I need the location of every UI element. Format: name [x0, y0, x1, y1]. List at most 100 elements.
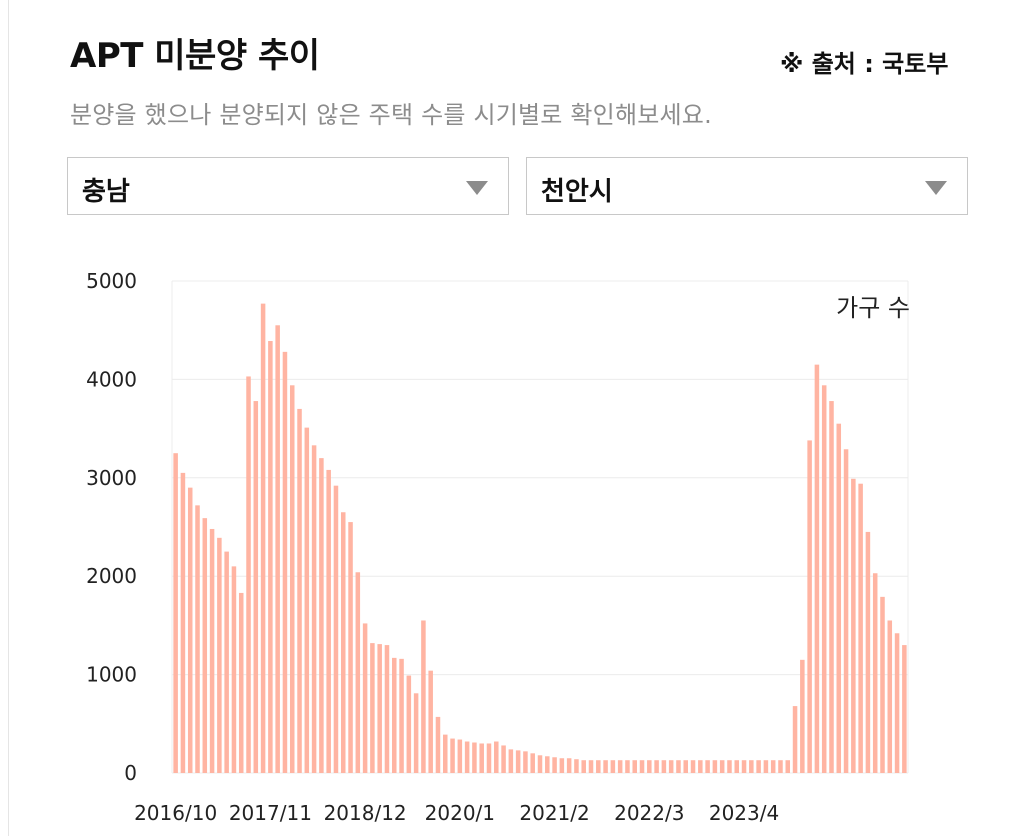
chart-bar	[661, 760, 667, 773]
chart-bar	[647, 760, 652, 773]
chart-bar	[705, 760, 710, 773]
chart-bar	[639, 760, 645, 773]
x-tick-label: 2016/10	[134, 801, 217, 825]
x-tick-label: 2018/12	[324, 801, 407, 825]
chart-bar	[632, 760, 637, 773]
page-title: APT 미분양 추이	[70, 36, 320, 76]
region-select[interactable]: 충남	[67, 157, 509, 215]
chart-bar	[821, 385, 827, 773]
chart-bar	[836, 423, 842, 773]
y-unit-label: 가구 수	[836, 294, 910, 322]
chart-bar	[887, 620, 893, 773]
chart-bar	[304, 427, 310, 773]
chart-bar	[238, 592, 244, 773]
chart-bar	[603, 760, 608, 773]
chart-bar	[829, 401, 834, 773]
data-source-note: ※ 출처 : 국토부	[780, 50, 949, 78]
chart-bar	[596, 760, 601, 773]
chart-bar	[858, 483, 863, 773]
chart-bar	[792, 706, 798, 773]
chart-bar	[581, 760, 586, 773]
chart-bar	[566, 758, 572, 773]
region-select-value: 충남	[82, 177, 130, 207]
chart-bar	[187, 487, 193, 773]
chart-bar	[413, 693, 419, 773]
chart-bar	[654, 760, 659, 773]
city-select-value: 천안시	[541, 177, 613, 207]
caret-down-icon	[466, 181, 488, 195]
chart-bar	[209, 528, 215, 773]
chart-bar	[617, 760, 623, 773]
chart-bar	[333, 485, 339, 773]
chart-bar	[537, 755, 543, 773]
chart-bar	[530, 753, 535, 773]
city-select[interactable]: 천안시	[526, 157, 968, 215]
chart-bar	[727, 760, 732, 773]
chart-bar	[574, 759, 579, 773]
chart-bar	[180, 472, 186, 773]
chart-bar	[865, 531, 871, 773]
chart-bar	[494, 741, 499, 773]
chart-bar	[770, 760, 776, 773]
chart-bar	[450, 738, 455, 773]
chart-bar	[348, 522, 353, 773]
chart-bar	[472, 742, 477, 773]
chart-bar	[814, 364, 820, 773]
chart-bar	[610, 760, 616, 773]
chart-bar	[326, 469, 331, 773]
chart-bar	[435, 716, 441, 773]
chart-bar	[224, 551, 229, 773]
chart-bar	[443, 734, 448, 773]
chart-bar	[843, 449, 849, 773]
y-tick-label: 2000	[86, 564, 137, 588]
chart-bar	[523, 751, 528, 773]
x-tick-label: 2022/3	[614, 801, 684, 825]
chart-bar	[486, 743, 492, 773]
chart-bar	[676, 760, 681, 773]
chart-bars	[173, 303, 907, 773]
x-axis-ticks: 2016/10 2017/11 2018/12 2020/1 2021/2 2022/3 2…	[134, 801, 779, 825]
chart-bar	[501, 745, 506, 773]
chart-bar	[588, 760, 594, 773]
chart-bar	[515, 750, 521, 773]
chart-bar	[406, 675, 412, 773]
chart-bar	[902, 645, 907, 773]
chart-bar	[384, 645, 390, 773]
chart-bar	[421, 620, 426, 773]
y-tick-label: 4000	[86, 367, 137, 391]
chart-bar	[734, 760, 740, 773]
y-tick-label: 3000	[86, 466, 137, 490]
y-tick-label: 1000	[86, 663, 137, 687]
chart-bar	[202, 518, 208, 773]
chart-bar	[719, 760, 725, 773]
chart-bar	[268, 341, 273, 773]
chart-bar	[217, 537, 222, 773]
chart-bar	[297, 408, 302, 773]
chart-bar	[690, 760, 696, 773]
chart-bar	[894, 633, 900, 773]
chart-bar	[559, 758, 565, 773]
chart-bar	[712, 760, 718, 773]
chart-bar	[851, 478, 856, 773]
chart-bar	[282, 351, 288, 773]
chart-bar	[741, 760, 747, 773]
chart-bar	[246, 376, 251, 773]
chart-bar	[683, 760, 688, 773]
chart-bar	[464, 741, 470, 773]
chart-bar	[428, 670, 433, 773]
chart-bar	[698, 760, 703, 773]
chart-bar	[370, 643, 375, 773]
chart-bar	[479, 743, 484, 773]
y-tick-label: 5000	[86, 269, 137, 293]
chart-bar	[319, 458, 324, 773]
chart-bar	[173, 453, 178, 773]
chart-bar	[399, 658, 404, 773]
chart-bar	[778, 760, 783, 773]
chart-bar	[545, 756, 550, 773]
y-axis-ticks: 0 1000 2000 3000 4000 5000	[86, 269, 137, 785]
chart-bar	[392, 657, 397, 773]
chart-bar	[625, 760, 630, 773]
chart-bar	[260, 303, 266, 773]
y-tick-label: 0	[124, 761, 137, 785]
